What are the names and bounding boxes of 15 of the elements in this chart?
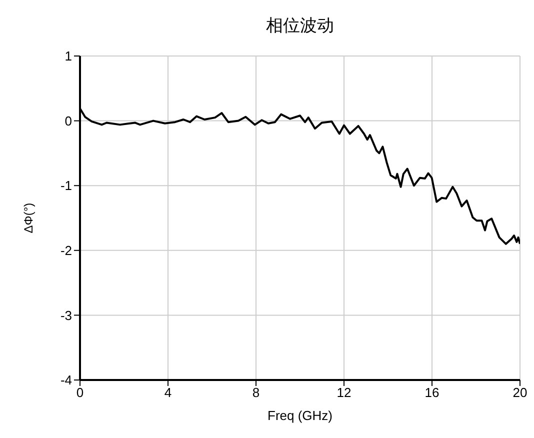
y-axis-title: ΔΦ(°)	[21, 202, 36, 234]
y-tick-label: -4	[60, 372, 72, 388]
x-tick-label: 20	[512, 385, 528, 400]
x-tick-label: 16	[424, 385, 440, 400]
x-axis-title: Freq (GHz)	[268, 408, 332, 423]
y-tick-label: 1	[64, 48, 72, 64]
x-tick-label: 4	[164, 385, 172, 400]
x-tick-label: 12	[336, 385, 352, 400]
x-tick-label: 0	[76, 385, 84, 400]
y-tick-label: 0	[64, 113, 72, 128]
y-tick-label: -1	[60, 178, 72, 194]
chart-title: 相位波动	[265, 15, 335, 37]
y-tick-label: -3	[60, 308, 72, 323]
x-tick-label: 8	[252, 385, 260, 400]
y-tick-label: -2	[60, 243, 72, 258]
